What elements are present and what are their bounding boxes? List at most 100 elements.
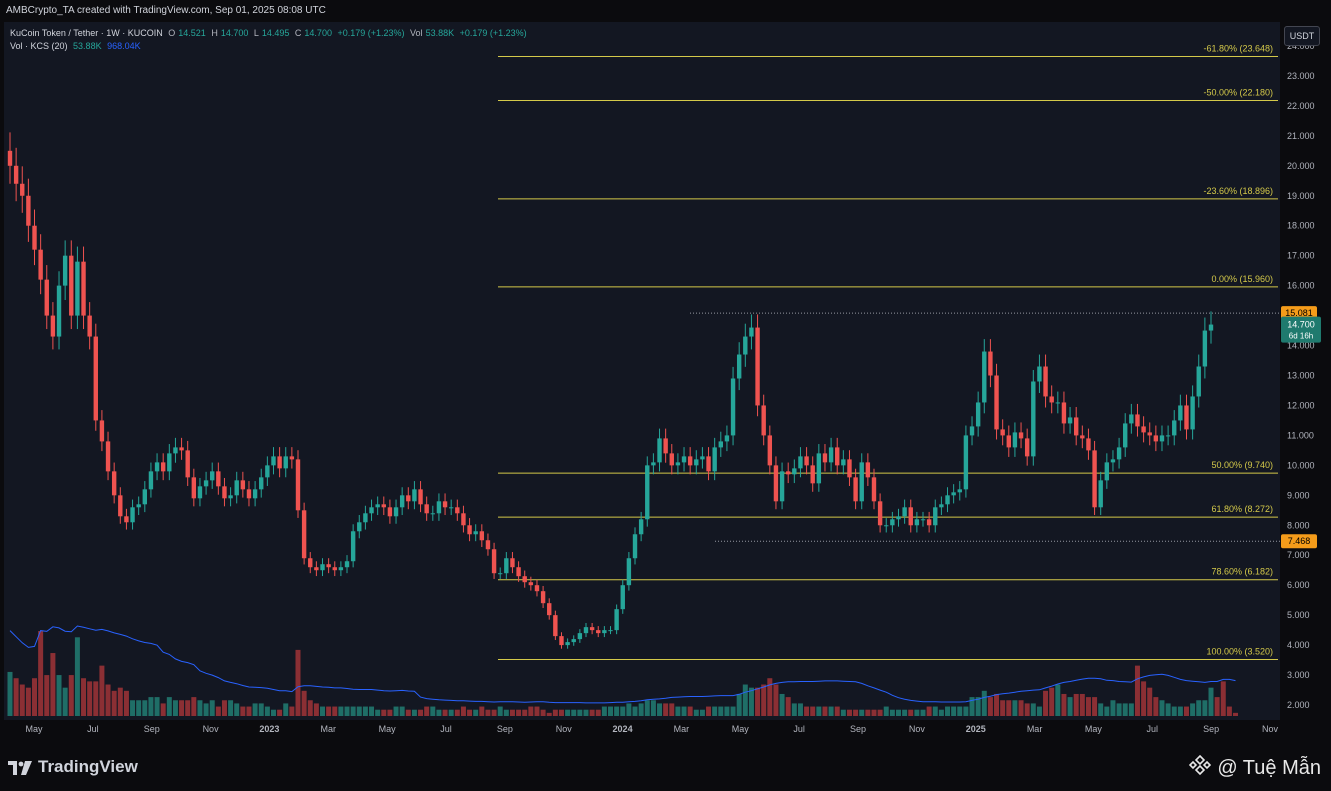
- candle-body: [1104, 462, 1110, 481]
- volume-bar: [1018, 700, 1024, 716]
- symbol-legend[interactable]: KuCoin Token / Tether · 1W · KUCOIN O 14.…: [10, 28, 530, 38]
- x-tick-label: Jul: [793, 724, 805, 734]
- price-axis[interactable]: 2.000 3.000 4.000 5.000 6.000 7.000 8.000 9.000…: [1287, 41, 1315, 710]
- candle-body: [50, 315, 56, 337]
- x-tick-label: 2023: [259, 724, 279, 734]
- volume-bar: [258, 703, 264, 716]
- volume-bar: [895, 709, 901, 716]
- volume-bar: [252, 703, 258, 716]
- y-tick-label: 19.000: [1287, 191, 1315, 201]
- volume-bar: [761, 684, 767, 716]
- candle-body: [399, 495, 405, 508]
- volume-bar: [479, 706, 485, 716]
- volume-bar: [1226, 706, 1232, 716]
- candle-body: [982, 351, 987, 403]
- tradingview-logo[interactable]: TradingView: [8, 757, 138, 777]
- candle-body: [994, 375, 999, 430]
- candle-body: [804, 456, 809, 466]
- candle-body: [1073, 417, 1079, 436]
- candle-body: [1153, 435, 1159, 442]
- candle-body: [626, 558, 632, 586]
- vol-ma-label[interactable]: Vol · KCS (20): [10, 41, 68, 51]
- x-tick-label: May: [1085, 724, 1103, 734]
- volume-legend[interactable]: Vol · KCS (20) 53.88K 968.04K: [10, 41, 144, 51]
- volume-bar: [44, 675, 50, 716]
- x-tick-label: 2024: [613, 724, 633, 734]
- candle-body: [706, 456, 711, 472]
- volume-bar: [270, 709, 276, 716]
- y-tick-label: 10.000: [1287, 460, 1315, 470]
- volume-bar: [301, 690, 307, 716]
- candle-body: [332, 567, 337, 571]
- candle-body: [822, 453, 828, 463]
- volume-bar: [1030, 703, 1036, 716]
- candle-body: [504, 558, 509, 574]
- volume-bar: [614, 706, 620, 716]
- high-value: 14.700: [220, 28, 249, 38]
- volume-bar: [1159, 700, 1165, 716]
- x-tick-label: May: [379, 724, 397, 734]
- volume-bar: [240, 706, 246, 716]
- currency-button[interactable]: USDT: [1284, 26, 1320, 46]
- volume-bar: [1098, 703, 1104, 716]
- volume-bar: [522, 709, 528, 716]
- volume-bar: [938, 709, 944, 716]
- candle-body: [1159, 435, 1165, 442]
- candle-body: [99, 420, 105, 442]
- x-tick-label: May: [732, 724, 750, 734]
- volume-bar: [228, 700, 234, 716]
- candle-body: [957, 489, 962, 493]
- candle-body: [448, 507, 454, 509]
- candle-body: [596, 630, 601, 634]
- candle-body: [81, 261, 86, 316]
- volume-bar: [356, 706, 362, 716]
- time-axis[interactable]: May Jul Sep Nov 2023 Mar May Jul Sep Nov 2024 Mar Ma…: [25, 724, 1278, 734]
- x-tick-label: Jul: [1147, 724, 1159, 734]
- fib-level-label: 0.00% (15.960): [1211, 274, 1273, 284]
- volume-bar: [307, 700, 313, 716]
- y-tick-label: 2.000: [1287, 700, 1310, 710]
- volume-bar: [497, 706, 503, 716]
- candle-body: [498, 573, 503, 575]
- candle-body: [890, 519, 895, 526]
- candle-body: [902, 507, 907, 517]
- volume-bar: [1092, 697, 1098, 716]
- candle-body: [87, 315, 92, 337]
- y-tick-label: 17.000: [1287, 251, 1315, 261]
- volume-bar: [289, 706, 295, 716]
- candle-body: [571, 639, 576, 643]
- volume-bar: [920, 709, 926, 716]
- x-tick-label: Nov: [1262, 724, 1279, 734]
- candle-body: [675, 462, 681, 466]
- vol-change-value: +0.179 (+1.23%): [459, 28, 527, 38]
- volume-bar: [663, 703, 669, 716]
- candlesticks: [7, 132, 1214, 649]
- candle-body: [669, 453, 674, 466]
- price-tag-value: 15.081: [1285, 308, 1313, 318]
- candle-body: [118, 495, 123, 517]
- y-tick-label: 20.000: [1287, 161, 1315, 171]
- volume-bar: [179, 700, 185, 716]
- candle-body: [510, 558, 515, 568]
- volume-bar: [442, 709, 448, 716]
- candle-body: [111, 471, 117, 496]
- y-tick-label: 21.000: [1287, 131, 1315, 141]
- candle-body: [859, 462, 864, 502]
- volume-bar: [405, 709, 411, 716]
- candle-body: [210, 471, 215, 481]
- candle-body: [663, 438, 668, 454]
- volume-bar: [197, 700, 203, 716]
- volume-bar: [87, 681, 93, 716]
- candle-body: [871, 477, 877, 502]
- candle-body: [736, 354, 742, 379]
- fib-level-label: 50.00% (9.740): [1211, 460, 1273, 470]
- chart-svg[interactable]: -61.80% (23.648) -50.00% (22.180) -23.60% …: [0, 0, 1331, 741]
- volume-ma-line: [9, 625, 1236, 704]
- symbol-name[interactable]: KuCoin Token / Tether · 1W · KUCOIN: [10, 28, 163, 38]
- candle-body: [810, 465, 815, 484]
- candle-body: [130, 507, 135, 523]
- candle-body: [234, 480, 239, 496]
- candle-body: [271, 456, 276, 466]
- volume-bar: [914, 709, 920, 716]
